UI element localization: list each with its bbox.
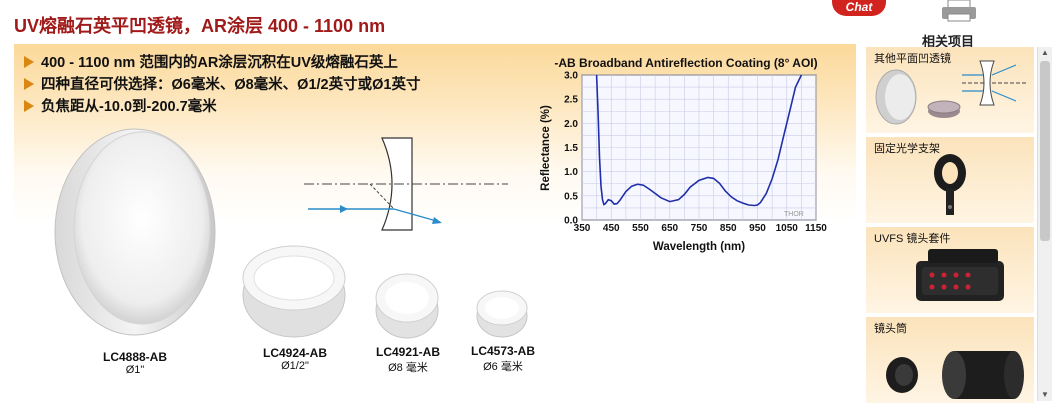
feature-item: 400 - 1100 nm 范围内的AR涂层沉积在UV级熔融石英上 — [24, 52, 420, 74]
chat-button[interactable]: Chat — [832, 0, 886, 16]
related-items-sidebar: 其他平面凹透镜 固定光学支架 UVFS 镜头套件 镜头筒 — [866, 47, 1034, 407]
lens-diameter: Ø1" — [125, 364, 145, 376]
x-tick-label: 550 — [632, 223, 649, 234]
lens-label-lc4921: LC4921-AB Ø8 毫米 — [363, 345, 453, 375]
feature-item: 负焦距从-10.0到-200.7毫米 — [24, 96, 420, 118]
related-item-label: UVFS 镜头套件 — [874, 233, 951, 245]
y-tick-label: 2.0 — [564, 119, 578, 130]
concave-lens-thumbnail — [875, 60, 1028, 125]
x-tick-label: 450 — [603, 223, 620, 234]
related-item-label: 其他平面凹透镜 — [874, 53, 951, 65]
lens-label-lc4573: LC4573-AB Ø6 毫米 — [458, 344, 548, 374]
lens-ray-diagram — [304, 137, 508, 231]
y-tick-label: 3.0 — [564, 71, 578, 82]
lens-label-lc4924: LC4924-AB Ø1/2" — [250, 346, 340, 372]
reflectance-series — [595, 74, 803, 207]
lens-diameter: Ø6 毫米 — [483, 361, 523, 373]
lens-image-lc4924 — [242, 245, 346, 338]
chart-title: -AB Broadband Antireflection Coating (8°… — [554, 56, 817, 70]
y-axis-label: Reflectance (%) — [540, 105, 552, 191]
page-title: UV熔融石英平凹透镜，AR涂层 400 - 1100 nm — [14, 16, 386, 36]
related-item-fixed-mounts[interactable]: 固定光学支架 — [866, 137, 1034, 223]
x-tick-label: 1150 — [805, 223, 827, 234]
y-tick-label: 0.5 — [564, 191, 578, 202]
chat-label: Chat — [845, 0, 873, 14]
scroll-down-icon[interactable]: ▼ — [1041, 390, 1049, 399]
part-number: LC4924-AB — [262, 346, 328, 360]
lens-diameter: Ø1/2" — [281, 360, 309, 372]
bullet-arrow-icon — [24, 100, 34, 112]
feature-list: 400 - 1100 nm 范围内的AR涂层沉积在UV级熔融石英上 四种直径可供… — [24, 52, 420, 118]
feature-item: 四种直径可供选择：Ø6毫米、Ø8毫米、Ø1/2英寸或Ø1英寸 — [24, 74, 420, 96]
y-tick-label: 1.0 — [564, 167, 578, 178]
part-number: LC4888-AB — [102, 350, 168, 364]
watermark: THOR — [784, 211, 804, 218]
x-tick-label: 950 — [749, 223, 766, 234]
related-item-concave-lenses[interactable]: 其他平面凹透镜 — [866, 47, 1034, 133]
y-tick-label: 0.0 — [564, 216, 578, 227]
scrollbar-thumb[interactable] — [1040, 61, 1050, 241]
lens-image-lc4921 — [375, 273, 439, 339]
feature-text: 四种直径可供选择：Ø6毫米、Ø8毫米、Ø1/2英寸或Ø1英寸 — [41, 77, 421, 93]
lens-label-lc4888: LC4888-AB Ø1" — [90, 350, 180, 376]
lens-image-lc4573 — [476, 290, 528, 338]
feature-text: 400 - 1100 nm 范围内的AR涂层沉积在UV级熔融石英上 — [41, 55, 398, 71]
x-axis-label: Wavelength (nm) — [653, 241, 745, 253]
sidebar-scrollbar[interactable]: ▲ ▼ — [1037, 47, 1052, 401]
plot-area: THOR — [581, 74, 817, 221]
y-tick-label: 1.5 — [564, 143, 578, 154]
x-tick-label: 750 — [691, 223, 708, 234]
x-tick-label: 650 — [661, 223, 678, 234]
lens-kit-thumbnail — [916, 249, 1004, 301]
x-tick-label: 1050 — [776, 223, 799, 234]
x-tick-label: 350 — [574, 223, 591, 234]
x-tick-label: 850 — [720, 223, 737, 234]
bullet-arrow-icon — [24, 56, 34, 68]
scroll-up-icon[interactable]: ▲ — [1041, 48, 1049, 57]
related-item-lens-tubes[interactable]: 镜头筒 — [866, 317, 1034, 403]
lens-diameter: Ø8 毫米 — [388, 362, 428, 374]
lens-mount-thumbnail — [934, 154, 966, 215]
reflectance-chart: -AB Broadband Antireflection Coating (8°… — [540, 56, 827, 253]
related-items-label: 相关项目 — [922, 34, 975, 49]
related-item-label: 镜头筒 — [874, 323, 907, 335]
printer-icon[interactable] — [940, 0, 978, 22]
part-number: LC4573-AB — [470, 344, 536, 358]
bullet-arrow-icon — [24, 78, 34, 90]
lens-tube-thumbnail — [886, 351, 1024, 399]
related-item-label: 固定光学支架 — [874, 143, 940, 155]
related-item-uvfs-lens-kit[interactable]: UVFS 镜头套件 — [866, 227, 1034, 313]
feature-text: 负焦距从-10.0到-200.7毫米 — [41, 99, 217, 115]
y-tick-label: 2.5 — [564, 95, 578, 106]
part-number: LC4921-AB — [375, 345, 441, 359]
lens-image-lc4888 — [54, 128, 216, 336]
